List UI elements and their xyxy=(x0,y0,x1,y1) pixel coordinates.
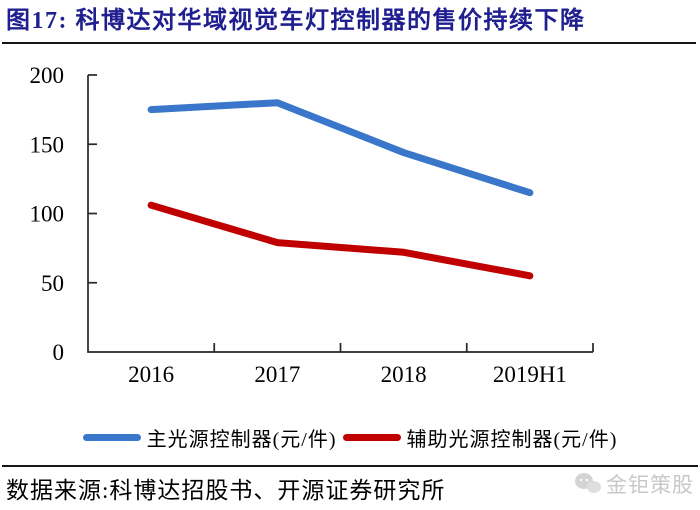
watermark-text: 金钜策股 xyxy=(606,473,694,497)
legend-swatch-primary-line xyxy=(82,433,141,441)
chart-legend: 主光源控制器(元/件) 辅助光源控制器(元/件) xyxy=(0,420,700,454)
svg-text:2017: 2017 xyxy=(254,362,300,387)
svg-text:0: 0 xyxy=(53,340,65,365)
svg-text:200: 200 xyxy=(30,63,65,88)
legend-item-primary: 主光源控制器(元/件) xyxy=(82,423,337,452)
legend-swatch-secondary-line xyxy=(342,433,401,441)
svg-text:2019H1: 2019H1 xyxy=(493,362,567,387)
svg-text:50: 50 xyxy=(41,271,64,296)
brand-watermark: 金钜策股 xyxy=(573,469,694,499)
svg-text:100: 100 xyxy=(30,202,65,227)
footer-divider xyxy=(2,465,698,467)
title-divider xyxy=(2,42,696,44)
svg-text:2016: 2016 xyxy=(128,362,174,387)
figure-title: 图17: 科博达对华域视觉车灯控制器的售价持续下降 xyxy=(6,8,586,34)
legend-item-secondary: 辅助光源控制器(元/件) xyxy=(342,423,618,452)
svg-text:2018: 2018 xyxy=(381,362,427,387)
legend-label-primary: 主光源控制器(元/件) xyxy=(146,428,337,451)
svg-text:150: 150 xyxy=(30,132,65,157)
legend-label-secondary: 辅助光源控制器(元/件) xyxy=(406,428,618,451)
chat-bubbles-logo-icon xyxy=(575,473,601,493)
data-source-note: 数据来源:科博达招股书、开源证券研究所 xyxy=(6,478,446,503)
